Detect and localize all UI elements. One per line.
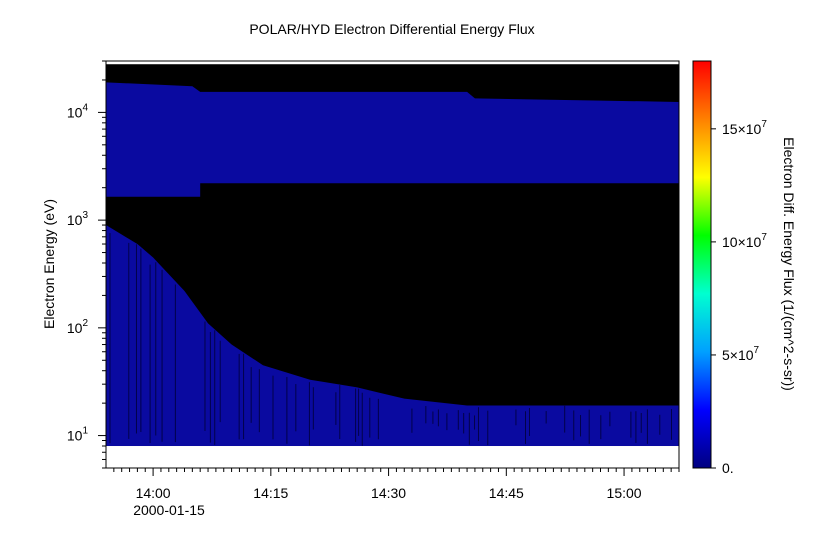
y-tick-label: 102 xyxy=(67,318,89,336)
colorbar-axis: 0. 5×107 10×107 15×107 xyxy=(711,119,767,476)
high-energy-flux-band xyxy=(106,82,679,197)
colorbar xyxy=(692,60,712,469)
low-energy-flux-band xyxy=(106,225,679,447)
x-axis-date-label: 2000-01-15 xyxy=(133,502,205,518)
colorbar-tick-label: 10×107 xyxy=(722,232,767,250)
x-tick-label: 14:45 xyxy=(489,485,524,501)
y-tick-label: 104 xyxy=(67,102,89,120)
colorbar-tick-label: 15×107 xyxy=(722,119,767,137)
x-tick-label: 14:30 xyxy=(371,485,406,501)
x-tick-label: 14:00 xyxy=(136,485,171,501)
y-tick-label: 101 xyxy=(67,426,89,444)
colorbar-tick-label: 5×107 xyxy=(722,345,760,363)
chart-title: POLAR/HYD Electron Differential Energy F… xyxy=(249,21,534,37)
plot-frame xyxy=(105,60,680,469)
x-tick-label: 14:15 xyxy=(253,485,288,501)
y-axis-label: Electron Energy (eV) xyxy=(41,199,57,329)
colorbar-tick-label: 0. xyxy=(722,460,734,476)
x-tick-label: 15:00 xyxy=(607,485,642,501)
y-axis: 101 102 103 104 xyxy=(67,60,106,469)
y-tick-label: 103 xyxy=(67,210,89,228)
data-gap-stripes xyxy=(109,233,672,446)
x-axis: 14:00 14:15 14:30 14:45 15:00 xyxy=(113,468,680,501)
plot-area xyxy=(106,61,679,468)
colorbar-label: Electron Diff. Energy Flux (1/(cm^2-s-sr… xyxy=(781,137,797,391)
